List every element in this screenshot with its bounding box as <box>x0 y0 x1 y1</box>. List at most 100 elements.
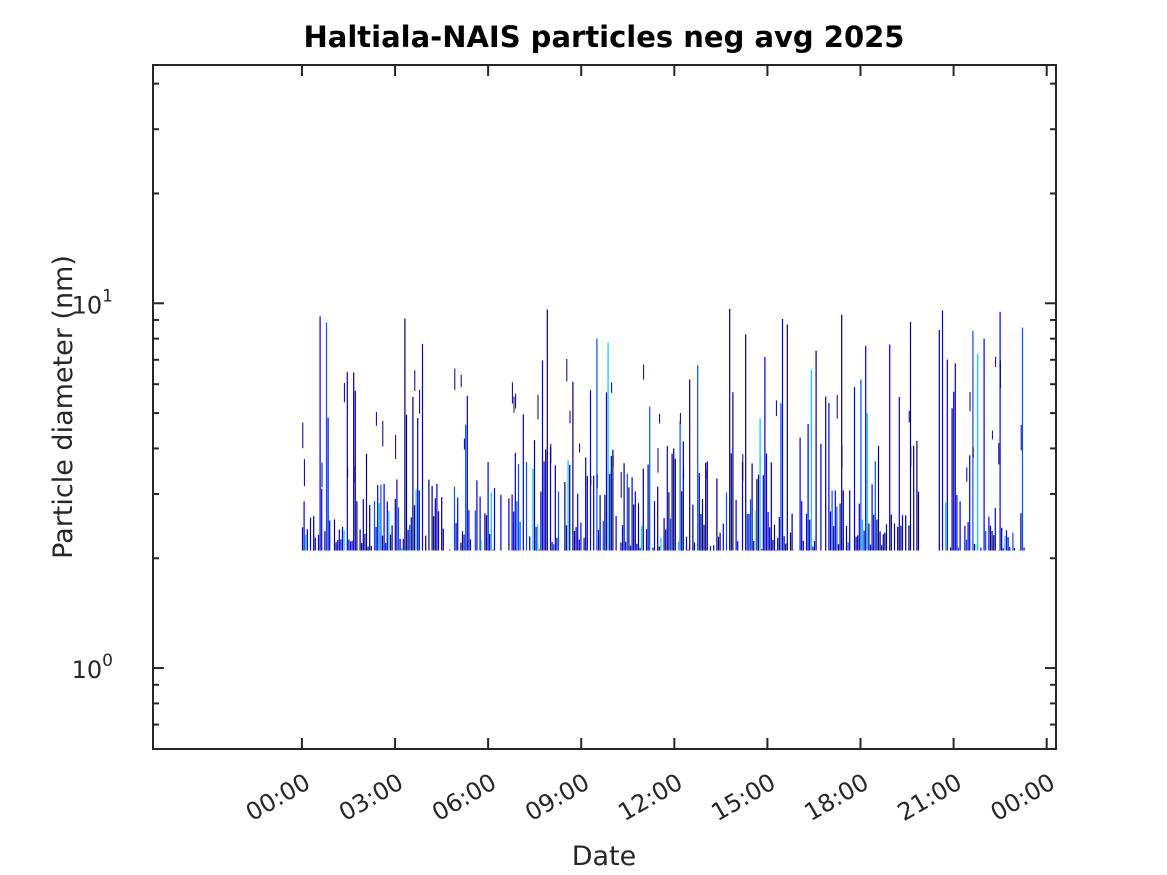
heatmap-cell <box>329 520 331 551</box>
heatmap-cell <box>841 314 843 551</box>
heatmap-cell <box>671 453 673 551</box>
heatmap-cell <box>413 505 416 551</box>
heatmap-cell <box>442 528 444 551</box>
heatmap-cell <box>900 525 902 551</box>
heatmap-cell <box>812 546 814 551</box>
heatmap-cell <box>1001 527 1003 551</box>
heatmap-cell <box>301 527 304 551</box>
heatmap-cell <box>566 359 568 382</box>
heatmap-cell <box>966 467 968 482</box>
heatmap-cell <box>553 544 555 551</box>
heatmap-cell <box>772 539 774 551</box>
heatmap-cell <box>999 360 1001 388</box>
heatmap-cell <box>369 504 371 551</box>
heatmap-cell <box>375 411 377 426</box>
heatmap-cell <box>388 511 390 551</box>
heatmap-cell <box>802 540 804 551</box>
heatmap-cell <box>401 548 403 551</box>
heatmap-cell <box>348 539 350 551</box>
heatmap-cell <box>881 545 883 551</box>
heatmap-cell <box>890 514 892 551</box>
heatmap-cell <box>537 394 539 420</box>
heatmap-cell <box>421 343 424 551</box>
heatmap-cell <box>954 363 956 551</box>
heatmap-cell <box>335 542 337 551</box>
heatmap-cell <box>303 501 305 551</box>
heatmap-cell <box>340 539 342 551</box>
x-axis: 00:00 03:00 06:00 09:00 12:00 15:00 18:00 21:00… <box>241 65 1060 827</box>
heatmap-cell <box>414 370 416 391</box>
heatmap-cell <box>309 517 312 551</box>
heatmap-cell <box>620 542 622 551</box>
heatmap-cell <box>525 462 528 551</box>
heatmap-cell <box>759 418 761 551</box>
heatmap-cell <box>302 422 304 449</box>
heatmap-cell <box>801 501 803 551</box>
heatmap-cell <box>910 446 912 467</box>
heatmap-cell <box>395 434 397 459</box>
heatmap-cell <box>916 440 918 551</box>
heatmap-cell <box>409 524 411 551</box>
heatmap-cell <box>466 395 468 551</box>
heatmap-cell <box>455 523 457 551</box>
heatmap-cell <box>674 458 676 551</box>
x-tick-label: 00:00 <box>986 768 1060 827</box>
heatmap-cell <box>1013 548 1016 551</box>
heatmap-cell <box>415 489 417 551</box>
heatmap-cell <box>605 392 608 551</box>
heatmap-cell <box>1005 530 1008 551</box>
heatmap-cell <box>813 541 816 551</box>
heatmap-cell <box>705 470 707 479</box>
heatmap-cell <box>717 536 720 551</box>
heatmap-cell <box>367 546 369 551</box>
heatmap-cell <box>831 490 833 551</box>
heatmap-cell <box>815 350 817 551</box>
heatmap-cell <box>425 535 427 551</box>
heatmap-cell <box>842 490 844 551</box>
heatmap-cell <box>993 535 995 551</box>
heatmap-cell <box>463 534 465 551</box>
heatmap-cell <box>834 490 836 551</box>
heatmap-cell <box>868 523 870 551</box>
heatmap-cell <box>533 440 536 551</box>
x-tick-label: 18:00 <box>800 768 874 827</box>
heatmap-cell <box>735 499 737 551</box>
heatmap-cell <box>985 531 987 551</box>
heatmap-cell <box>441 497 443 551</box>
heatmap-cell <box>412 396 414 551</box>
heatmap-cell <box>991 430 993 440</box>
heatmap-cell <box>807 423 809 551</box>
heatmap-cell <box>692 504 694 551</box>
heatmap-cell <box>897 526 899 551</box>
heatmap-cell <box>583 537 585 551</box>
heatmap-cell <box>589 390 592 551</box>
heatmap-cell <box>698 473 700 551</box>
heatmap-cell <box>463 438 465 450</box>
heatmap-cell <box>833 526 835 551</box>
heatmap-cell <box>551 541 553 551</box>
heatmap-cell <box>637 503 640 551</box>
heatmap-cell <box>700 514 702 551</box>
heatmap-cell <box>428 479 430 551</box>
heatmap-cell <box>620 471 622 498</box>
heatmap-cell <box>532 468 534 551</box>
heatmap-cell <box>465 424 467 551</box>
heatmap-cell <box>564 482 566 551</box>
heatmap-cell <box>449 549 451 551</box>
heatmap-cell <box>645 529 648 551</box>
heatmap-cell <box>405 414 408 551</box>
heatmap-cell <box>828 402 830 551</box>
heatmap-cell <box>343 383 345 403</box>
heatmap-cell <box>353 466 355 483</box>
heatmap-cell <box>876 519 878 551</box>
heatmap-cell <box>481 540 483 551</box>
heatmap-cell <box>969 455 971 551</box>
heatmap-cell <box>609 473 611 551</box>
heatmap-cell <box>434 498 436 551</box>
heatmap-cell <box>579 443 581 453</box>
heatmap-cell <box>946 359 948 551</box>
heatmap-cell <box>586 476 588 551</box>
heatmap-cell <box>855 536 857 551</box>
heatmap-cell <box>346 372 348 551</box>
heatmap-cell <box>1007 537 1009 551</box>
